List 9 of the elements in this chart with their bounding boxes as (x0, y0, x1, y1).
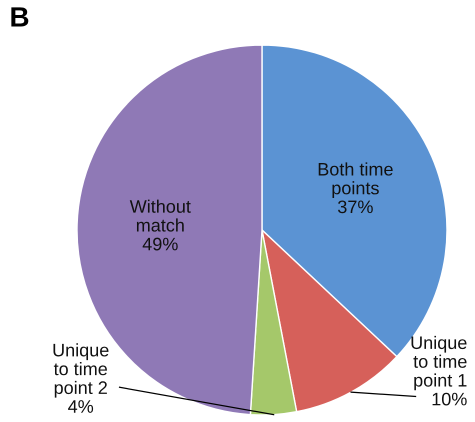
data-label: 10% (432, 392, 467, 406)
slice-label: Unique to time point 1 (412, 336, 467, 390)
slice-label: Unique to time point 2 (53, 343, 109, 398)
slice-label: Without match (130, 200, 191, 232)
chart-title: B (11, 7, 28, 26)
data-label: 37% (338, 200, 373, 214)
slice-label: Both time points (318, 162, 393, 198)
data-label: 4% (68, 400, 94, 413)
data-label: 49% (142, 238, 178, 250)
